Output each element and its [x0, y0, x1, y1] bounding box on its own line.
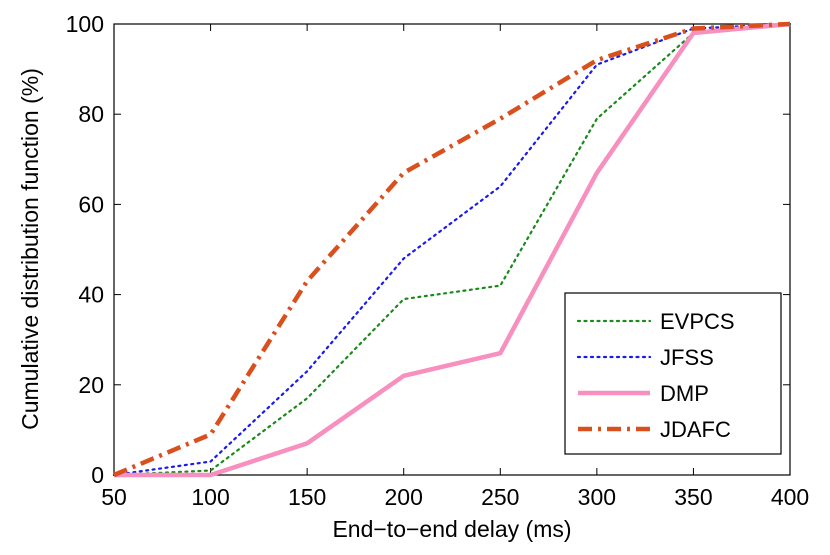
x-tick-label: 200: [385, 484, 423, 510]
x-tick-label: 150: [288, 484, 326, 510]
legend-label-jdafc: JDAFC: [660, 417, 731, 442]
y-axis-label: Cumulative distribution function (%): [17, 68, 43, 430]
x-tick-label: 300: [578, 484, 616, 510]
x-tick-label: 100: [191, 484, 229, 510]
y-axis-ticks: 0 20 40 60 80 100: [66, 11, 790, 488]
x-tick-label: 350: [674, 484, 712, 510]
series-line-jfss: [112, 22, 792, 477]
legend-label-dmp: DMP: [660, 381, 709, 406]
x-axis-label: End−to−end delay (ms): [332, 516, 571, 542]
series-line-evpcs: [112, 22, 792, 477]
y-tick-label: 0: [91, 462, 104, 488]
y-tick-label: 80: [78, 101, 104, 127]
x-tick-label: 400: [771, 484, 809, 510]
legend: EVPCS JFSS DMP JDAFC: [564, 292, 782, 455]
y-tick-label: 40: [78, 282, 104, 308]
x-tick-label: 250: [481, 484, 519, 510]
y-tick-label: 60: [78, 191, 104, 217]
legend-label-evpcs: EVPCS: [660, 309, 735, 334]
y-tick-label: 100: [66, 11, 104, 37]
x-axis-ticks: 50 100 150 200 250 300 350 400: [101, 24, 809, 510]
series-lines: [112, 21, 792, 478]
x-tick-label: 50: [101, 484, 127, 510]
series-line-dmp: [114, 21, 791, 478]
y-tick-label: 20: [78, 372, 104, 398]
series-line-jdafc: [113, 21, 791, 478]
legend-label-jfss: JFSS: [660, 345, 714, 370]
